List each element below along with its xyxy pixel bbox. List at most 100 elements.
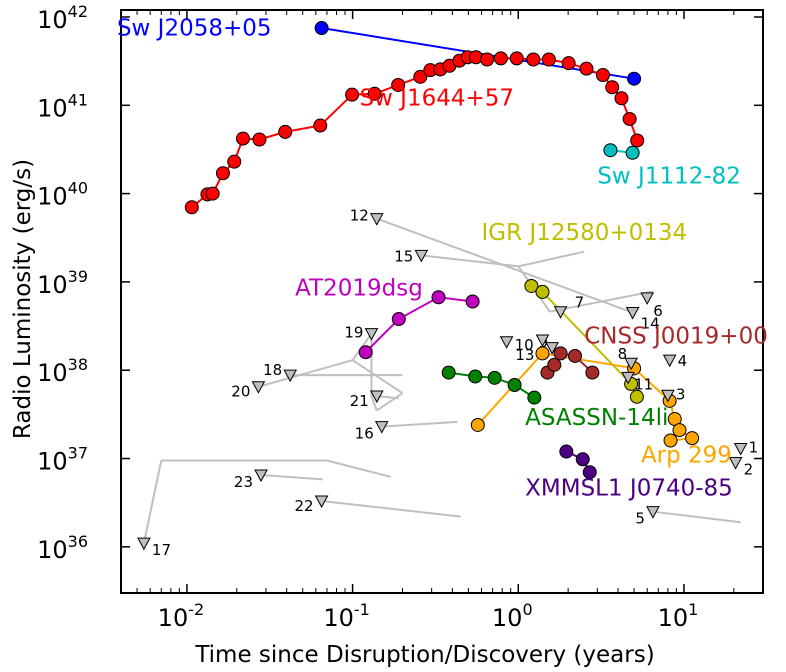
data-point <box>487 370 502 385</box>
upper-limit-label: 18 <box>263 361 282 379</box>
upper-limit-label: 19 <box>344 324 363 342</box>
series-annotation: Sw J1112-82 <box>597 164 741 190</box>
data-point <box>465 294 480 309</box>
data-point <box>236 131 251 146</box>
upper-limit-marker <box>535 334 550 348</box>
data-point <box>313 118 328 133</box>
data-point <box>595 68 610 83</box>
upper-limit-marker <box>733 442 748 456</box>
upper-limit-links <box>142 217 741 544</box>
upper-limit-marker <box>621 371 635 385</box>
data-point <box>553 346 568 361</box>
upper-limit-link <box>652 510 741 524</box>
axis-ticks: 10-2 10-1 100 10110361037103810391040104110… <box>37 2 764 632</box>
upper-limit-label: 21 <box>350 392 369 410</box>
upper-limit-link <box>142 460 163 544</box>
y-axis-label: Radio Luminosity (erg/s) <box>10 159 36 439</box>
upper-limit-label: 3 <box>676 385 686 403</box>
upper-limit-link <box>518 250 585 268</box>
data-point <box>205 186 220 201</box>
series-annotations: Sw J2058+05 Sw J1644+57 Sw J1112-82 IGR J12… <box>117 16 768 502</box>
data-point <box>252 132 267 147</box>
upper-limit-label: 7 <box>575 294 585 312</box>
plot-frame <box>120 9 764 594</box>
upper-limit-label: 8 <box>618 345 628 363</box>
upper-limit-marker <box>553 306 568 319</box>
data-point <box>582 465 597 480</box>
upper-limit-label: 22 <box>295 497 314 515</box>
x-tick-label: 101 <box>658 600 699 632</box>
data-point <box>535 284 550 299</box>
data-point <box>507 378 522 393</box>
data-point <box>614 91 629 106</box>
upper-limit-link <box>321 500 461 518</box>
data-point <box>524 278 539 293</box>
y-tick-label: 1038 <box>37 355 88 387</box>
data-point <box>470 417 485 432</box>
upper-limit-label: 13 <box>515 346 534 364</box>
upper-limit-marker <box>251 381 266 394</box>
series-annotation: Sw J1644+57 <box>359 85 514 111</box>
upper-limit-link <box>258 359 353 388</box>
series-annotation: ASASSN-14li <box>525 405 668 431</box>
upper-limit-marker <box>499 336 514 349</box>
data-point <box>685 431 700 446</box>
upper-limit-marker <box>624 357 638 371</box>
upper-limit-marker <box>369 390 384 404</box>
data-point <box>547 357 562 372</box>
series-annotation: IGR J12580+0134 <box>482 220 688 246</box>
data-point <box>367 86 382 101</box>
upper-limit-link <box>549 290 654 313</box>
data-point <box>413 69 428 84</box>
data-point <box>663 433 678 448</box>
upper-limit-link <box>381 420 458 428</box>
upper-limit-marker <box>283 369 298 383</box>
data-point <box>441 365 456 380</box>
data-point <box>568 348 583 363</box>
upper-limit-marker <box>137 537 151 551</box>
upper-limit-label: 17 <box>152 541 171 559</box>
x-tick-label: 10-2 <box>158 600 205 632</box>
y-tick-label: 1041 <box>37 90 88 122</box>
data-point <box>278 124 293 139</box>
data-point <box>605 80 620 95</box>
upper-limit-marker <box>661 389 675 403</box>
upper-limit-marker <box>254 469 268 483</box>
data-point <box>215 166 230 181</box>
data-point <box>391 77 406 92</box>
upper-limit-label: 16 <box>355 425 374 443</box>
data-point <box>672 423 687 438</box>
series-annotation: Arp 299 <box>641 443 732 469</box>
upper-limit-label: 10 <box>515 336 534 354</box>
data-point <box>358 345 373 360</box>
upper-limit-marker <box>640 292 655 305</box>
data-point <box>509 51 524 66</box>
y-tick-label: 1037 <box>37 444 88 476</box>
upper-limit-link <box>421 254 519 268</box>
upper-limit-link <box>376 395 399 400</box>
data-point <box>585 365 600 380</box>
data-point <box>541 52 556 67</box>
upper-limit-link <box>260 474 323 481</box>
upper-limit-label: 15 <box>394 247 413 265</box>
upper-limit-label: 5 <box>635 510 645 528</box>
upper-limit-link <box>376 392 404 412</box>
upper-limit-label: 6 <box>653 302 663 320</box>
upper-limit-label: 23 <box>234 473 253 491</box>
upper-limit-marker <box>662 354 677 368</box>
data-point <box>526 52 541 67</box>
upper-limit-label: 14 <box>641 315 660 333</box>
y-tick-label: 1036 <box>37 532 88 564</box>
upper-limit-marker <box>728 457 743 470</box>
series-annotation: Sw J2058+05 <box>117 16 272 42</box>
series-annotation: AT2019dsg <box>295 276 423 302</box>
data-point <box>184 200 199 215</box>
upper-limit-marker <box>625 307 640 320</box>
upper-limit-label: 1 <box>749 438 759 456</box>
data-point <box>527 390 542 405</box>
upper-limit-marker <box>369 213 384 226</box>
x-axis-label: Time since Disruption/Discovery (years) <box>194 642 654 668</box>
data-point <box>622 111 637 126</box>
data-point <box>603 143 618 158</box>
